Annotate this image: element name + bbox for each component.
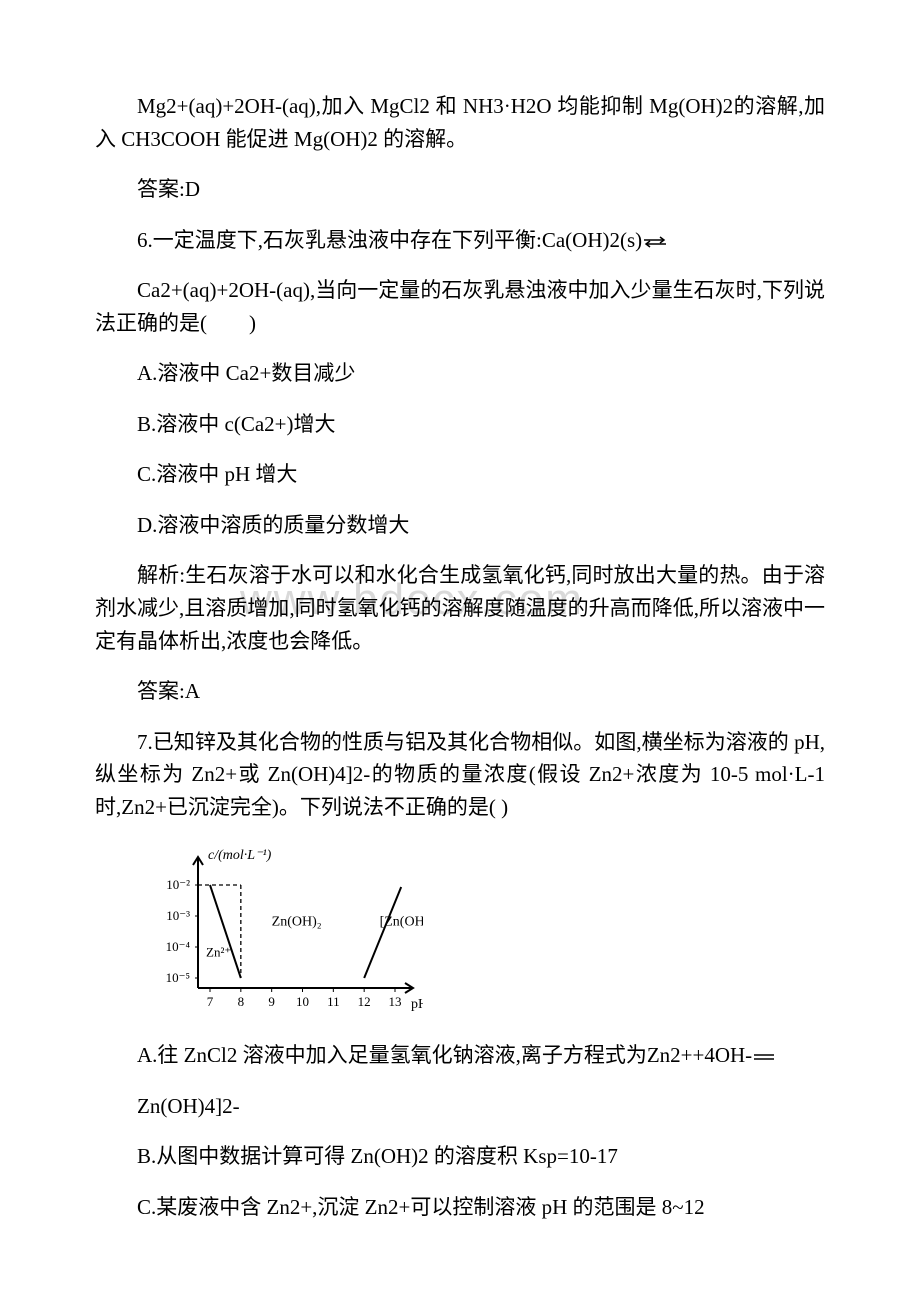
- svg-text:10⁻⁴: 10⁻⁴: [166, 939, 191, 954]
- explanation: 解析:生石灰溶于水可以和水化合生成氢氧化钙,同时放出大量的热。由于溶剂水减少,且…: [95, 559, 825, 657]
- paragraph: Mg2+(aq)+2OH-(aq),加入 MgCl2 和 NH3·H2O 均能抑…: [95, 90, 825, 155]
- option-c: C.溶液中 pH 增大: [95, 458, 825, 491]
- document-page: www.bdocx.com Mg2+(aq)+2OH-(aq),加入 MgCl2…: [0, 0, 920, 1301]
- option-b: B.从图中数据计算可得 Zn(OH)2 的溶度积 Ksp=10-17: [95, 1140, 825, 1173]
- paragraph: Zn(OH)4]2-: [95, 1090, 825, 1123]
- svg-text:13: 13: [389, 994, 402, 1009]
- svg-text:[Zn(OH)₄]²⁻: [Zn(OH)₄]²⁻: [380, 915, 423, 930]
- question-6-stem: 6.一定温度下,石灰乳悬浊液中存在下列平衡:Ca(OH)2(s): [95, 224, 825, 257]
- question-7-stem: 7.已知锌及其化合物的性质与铝及其化合物相似。如图,横坐标为溶液的 pH,纵坐标…: [95, 726, 825, 824]
- equilibrium-arrow-icon: [752, 1050, 778, 1064]
- svg-text:10: 10: [296, 994, 309, 1009]
- paragraph: Ca2+(aq)+2OH-(aq),当向一定量的石灰乳悬浊液中加入少量生石灰时,…: [95, 274, 825, 339]
- document-content: Mg2+(aq)+2OH-(aq),加入 MgCl2 和 NH3·H2O 均能抑…: [95, 90, 825, 1223]
- answer-label: 答案:A: [95, 675, 825, 708]
- svg-text:10⁻²: 10⁻²: [166, 877, 190, 892]
- option-d: D.溶液中溶质的质量分数增大: [95, 509, 825, 542]
- svg-text:9: 9: [268, 994, 275, 1009]
- answer-label: 答案:D: [95, 173, 825, 206]
- option-b: B.溶液中 c(Ca2+)增大: [95, 408, 825, 441]
- text: A.往 ZnCl2 溶液中加入足量氢氧化钠溶液,离子方程式为Zn2++4OH-: [137, 1043, 752, 1067]
- svg-text:Zn(OH)₂: Zn(OH)₂: [272, 915, 322, 930]
- option-a: A.溶液中 Ca2+数目减少: [95, 357, 825, 390]
- equilibrium-arrow-icon: [642, 235, 668, 249]
- svg-text:11: 11: [327, 994, 340, 1009]
- zn-ph-chart: c/(mol·L⁻¹) 10⁻² 10⁻³ 10⁻⁴ 10⁻⁵ 7 8 9 10 11 12 13 pH…: [143, 841, 825, 1021]
- option-a: A.往 ZnCl2 溶液中加入足量氢氧化钠溶液,离子方程式为Zn2++4OH-: [95, 1039, 825, 1072]
- svg-text:10⁻⁵: 10⁻⁵: [166, 970, 190, 985]
- svg-text:c/(mol·L⁻¹): c/(mol·L⁻¹): [208, 848, 272, 863]
- chart-svg: c/(mol·L⁻¹) 10⁻² 10⁻³ 10⁻⁴ 10⁻⁵ 7 8 9 10 11 12 13 pH…: [143, 841, 423, 1016]
- svg-text:7: 7: [207, 994, 214, 1009]
- option-c: C.某废液中含 Zn2+,沉淀 Zn2+可以控制溶液 pH 的范围是 8~12: [95, 1191, 825, 1224]
- text: 6.一定温度下,石灰乳悬浊液中存在下列平衡:Ca(OH)2(s): [137, 228, 642, 252]
- svg-text:10⁻³: 10⁻³: [166, 908, 190, 923]
- svg-text:Zn²⁺: Zn²⁺: [206, 945, 231, 960]
- svg-text:12: 12: [358, 994, 371, 1009]
- svg-text:pH: pH: [411, 997, 423, 1012]
- svg-text:8: 8: [238, 994, 245, 1009]
